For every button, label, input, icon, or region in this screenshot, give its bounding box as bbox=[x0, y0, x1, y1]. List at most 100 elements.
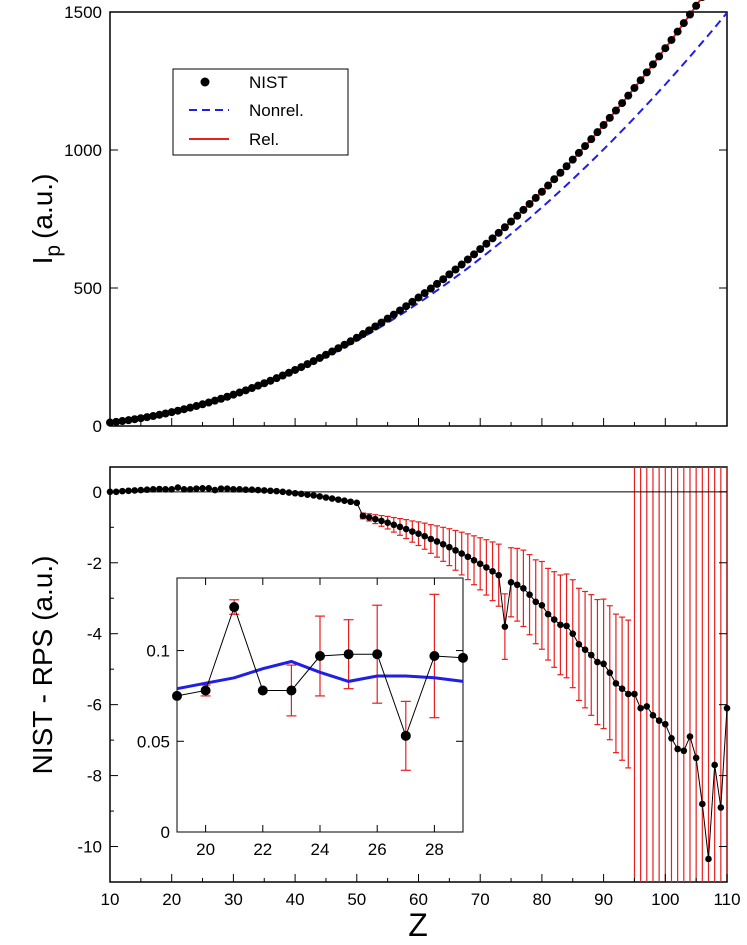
difference-point bbox=[563, 622, 570, 630]
difference-point bbox=[378, 517, 385, 525]
top-ytick-label-0: 0 bbox=[93, 417, 102, 436]
nist-point bbox=[457, 260, 466, 269]
nist-point bbox=[408, 297, 417, 306]
difference-point bbox=[223, 485, 231, 492]
difference-point bbox=[396, 523, 404, 531]
difference-point bbox=[279, 488, 287, 496]
difference-point bbox=[304, 491, 311, 498]
ylabel-main: I bbox=[27, 257, 58, 265]
difference-point bbox=[359, 512, 367, 520]
inset-point bbox=[286, 685, 297, 696]
nist-point bbox=[266, 376, 275, 385]
legend-nist-label: NIST bbox=[249, 73, 288, 92]
nist-point bbox=[611, 106, 620, 115]
x-axis-title: Z bbox=[408, 907, 428, 943]
difference-point bbox=[390, 521, 398, 529]
inset-point bbox=[315, 651, 325, 662]
difference-point bbox=[643, 703, 651, 710]
difference-point bbox=[427, 535, 435, 543]
inset-blue-line bbox=[176, 659, 464, 691]
nist-point bbox=[328, 347, 337, 356]
difference-point bbox=[513, 581, 521, 589]
bot-xtick-label-0: 10 bbox=[101, 890, 120, 909]
nist-point bbox=[173, 406, 182, 415]
difference-point bbox=[365, 514, 373, 521]
bot-xtick-label-10: 110 bbox=[713, 890, 740, 909]
nist-point bbox=[365, 326, 374, 335]
difference-point bbox=[686, 733, 694, 740]
nist-point bbox=[426, 284, 435, 293]
nist-point bbox=[143, 413, 152, 422]
inset-points bbox=[172, 602, 468, 741]
bot-xtick-label-2: 30 bbox=[224, 890, 243, 909]
nist-point bbox=[439, 275, 448, 284]
difference-point bbox=[624, 690, 632, 698]
difference-point bbox=[489, 567, 496, 575]
difference-point bbox=[168, 486, 175, 493]
difference-point bbox=[149, 486, 157, 493]
nist-point bbox=[254, 381, 263, 390]
svg-text:Ip(a.u.): Ip (a.u.) bbox=[27, 174, 65, 265]
ylabel-rest: (a.u.) bbox=[27, 174, 58, 239]
nist-point bbox=[136, 414, 145, 423]
top-ytick-label-2: 1000 bbox=[64, 141, 102, 160]
difference-point bbox=[581, 646, 589, 653]
nist-point bbox=[624, 91, 633, 100]
nist-point bbox=[155, 410, 164, 419]
legend-nonrel-label: Nonrel. bbox=[249, 101, 304, 120]
difference-point bbox=[162, 486, 169, 493]
bottom-x-ticks: 10 20 30 40 50 60 70 80 90 100 110 bbox=[101, 874, 741, 909]
difference-point bbox=[637, 704, 644, 712]
nist-point bbox=[531, 193, 540, 202]
nist-point bbox=[321, 350, 330, 359]
difference-point bbox=[230, 486, 237, 493]
difference-point bbox=[550, 616, 558, 623]
top-panel: 0 500 1000 1500 NIST Nonrel. Rel. Ip (a.u.) bbox=[27, 0, 728, 436]
nist-point bbox=[482, 239, 491, 248]
difference-point bbox=[186, 486, 194, 493]
nist-point bbox=[667, 35, 676, 44]
nist-point bbox=[371, 322, 380, 331]
inset-point bbox=[400, 730, 411, 741]
bot-xtick-label-6: 70 bbox=[471, 890, 490, 909]
nist-point bbox=[204, 398, 213, 407]
bottom-panel: 0-2-4-6-8-10 10 20 30 40 50 60 70 80 90 100 110 Z … bbox=[27, 466, 741, 943]
nist-point bbox=[395, 306, 404, 315]
difference-point bbox=[384, 519, 391, 526]
difference-point bbox=[248, 486, 256, 494]
nist-point bbox=[550, 175, 559, 184]
nist-point bbox=[642, 68, 651, 77]
difference-point bbox=[316, 493, 324, 500]
difference-point bbox=[199, 484, 206, 492]
nist-point bbox=[500, 223, 509, 232]
top-y-ticks: 0 500 1000 1500 bbox=[64, 3, 727, 436]
difference-point bbox=[409, 528, 416, 535]
bottom-y-axis-title: NIST - RPS (a.u.) bbox=[27, 556, 58, 775]
nist-point bbox=[673, 27, 682, 36]
difference-point bbox=[662, 720, 669, 728]
inset-plot: 0 0.05 0.1 20 22 24 26 28 bbox=[137, 577, 468, 859]
difference-point bbox=[600, 660, 607, 668]
nist-point bbox=[260, 379, 269, 388]
difference-point bbox=[433, 538, 441, 545]
difference-point bbox=[415, 530, 422, 537]
nist-point bbox=[247, 384, 256, 393]
nist-point bbox=[186, 403, 195, 412]
inset-ytick-label-2: 0.1 bbox=[146, 642, 170, 661]
nist-point bbox=[106, 418, 114, 427]
difference-point bbox=[526, 591, 533, 598]
nist-point bbox=[655, 52, 664, 61]
difference-point bbox=[476, 560, 484, 568]
nist-point bbox=[476, 245, 485, 254]
nist-point bbox=[124, 416, 133, 425]
difference-point bbox=[470, 556, 478, 564]
nist-point bbox=[556, 168, 565, 177]
difference-point bbox=[532, 598, 540, 606]
difference-point bbox=[612, 680, 620, 687]
nist-point bbox=[433, 279, 442, 288]
inset-ytick-label-0: 0 bbox=[161, 823, 170, 842]
bottom-y-ticks: 0 -2 -4 -6 -8 -10 bbox=[77, 483, 727, 857]
inset-y-ticks: 0 0.05 0.1 bbox=[137, 642, 463, 842]
nist-point bbox=[618, 99, 627, 108]
difference-point bbox=[310, 492, 317, 499]
